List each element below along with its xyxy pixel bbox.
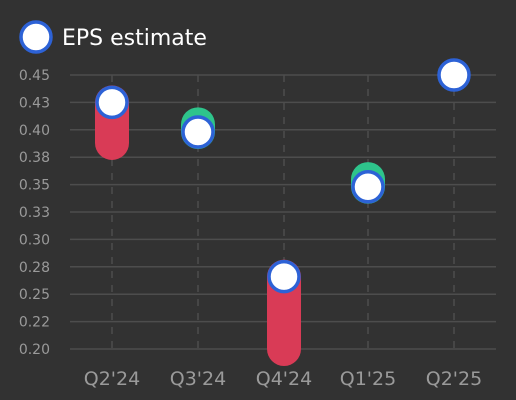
estimate-point (267, 259, 301, 294)
y-tick-label: 0.43 (19, 95, 50, 111)
x-tick-label: Q2'24 (84, 368, 140, 390)
estimate-point (351, 170, 385, 204)
estimate-point (437, 58, 471, 92)
legend-label: EPS estimate (62, 26, 207, 51)
y-tick-label: 0.28 (19, 260, 50, 276)
x-tick-label: Q3'24 (170, 368, 226, 390)
surprise-bars (95, 85, 385, 366)
estimate-points (95, 58, 471, 294)
estimate-point (95, 85, 129, 120)
y-tick-label: 0.38 (19, 150, 50, 166)
legend-marker-icon (19, 20, 53, 54)
y-tick-label: 0.30 (19, 232, 50, 248)
y-tick-label: 0.20 (19, 342, 50, 358)
y-tick-label: 0.45 (19, 68, 50, 84)
y-tick-label: 0.40 (19, 123, 50, 139)
estimate-point (181, 115, 215, 149)
legend: EPS estimate (19, 20, 207, 54)
x-tick-label: Q2'25 (426, 368, 482, 390)
x-tick-label: Q4'24 (256, 368, 312, 390)
y-tick-label: 0.33 (19, 205, 50, 221)
y-tick-label: 0.25 (19, 287, 50, 303)
x-tick-label: Q1'25 (340, 368, 396, 390)
y-tick-label: 0.35 (19, 178, 50, 194)
x-axis-ticks: Q2'24 Q3'24 Q4'24 Q1'25 Q2'25 (84, 368, 482, 390)
y-axis-ticks: 0.45 0.43 0.40 0.38 0.35 0.33 0.30 0.28 0.25 0.22… (19, 68, 50, 358)
y-tick-label: 0.22 (19, 315, 50, 331)
